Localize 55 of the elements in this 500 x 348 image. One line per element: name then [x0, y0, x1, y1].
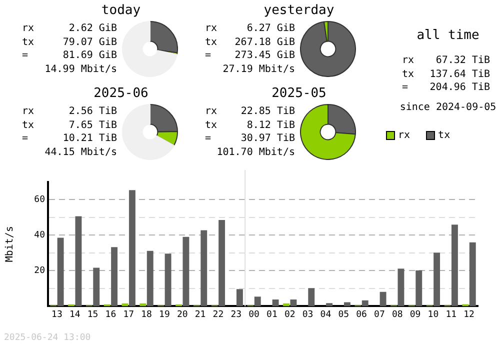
x-tick-label: 12	[464, 310, 474, 320]
text: = 204.96 TiB	[402, 82, 490, 93]
text: rx 22.85 TiB	[205, 106, 295, 117]
chart-title: 2025-05	[270, 86, 328, 101]
x-tick-label: 23	[230, 310, 242, 320]
x-tick-label: 18	[141, 310, 152, 320]
x-tick-label: 14	[69, 310, 80, 320]
y-tick-label: 20	[34, 266, 45, 276]
x-tick-label: 08	[392, 310, 403, 320]
text: = 81.69 GiB	[22, 50, 117, 61]
text: rx 67.32 TiB	[402, 55, 490, 66]
text: tx 137.64 TiB	[402, 68, 490, 80]
chart-title: yesterday	[262, 3, 336, 18]
y-tick-label: 60	[34, 195, 45, 206]
text: rx 2.62 GiB	[22, 23, 117, 34]
x-tick-label: 04	[320, 310, 332, 320]
x-tick-label: 20	[176, 310, 188, 320]
text: since 2024-09-05	[398, 102, 498, 113]
chart-title: today	[100, 3, 142, 18]
x-tick-label: 21	[194, 310, 206, 320]
x-tick-label: 17	[123, 310, 134, 320]
text: 101.70 Mbit/s	[216, 146, 295, 159]
x-tick-label: 03	[302, 310, 314, 320]
text: tx 7.65 TiB	[22, 120, 117, 130]
text: tx 8.12 TiB	[205, 120, 295, 130]
x-tick-label: 05	[338, 310, 350, 320]
text: = 10.21 TiB	[22, 133, 117, 144]
text: 44.15 Mbit/s	[44, 146, 117, 159]
text: 14.99 Mbit/s	[44, 62, 117, 76]
x-tick-label: 13	[52, 310, 62, 320]
text: tx 79.07 GiB	[22, 36, 117, 48]
x-tick-label: 09	[410, 310, 421, 320]
legend-label: tx	[437, 130, 450, 141]
x-tick-label: 01	[266, 310, 278, 320]
text: = 273.45 GiB	[205, 50, 295, 61]
x-tick-label: 11	[446, 310, 457, 320]
x-tick-label: 02	[284, 310, 296, 320]
text: tx 267.18 GiB	[205, 36, 295, 48]
chart-title: 2025-06	[92, 86, 150, 101]
x-tick-label: 06	[356, 310, 367, 320]
x-tick-label: 15	[87, 310, 98, 320]
x-tick-label: 00	[248, 310, 260, 320]
text: 27.19 Mbit/s	[222, 62, 295, 76]
x-tick-label: 19	[159, 310, 170, 320]
y-tick-label: 40	[34, 230, 45, 241]
y-axis-title: Mbit/s	[4, 226, 16, 262]
x-tick-label: 22	[212, 310, 224, 320]
text: rx 6.27 GiB	[205, 23, 295, 34]
x-tick-label: 07	[374, 310, 385, 320]
text: all time	[416, 28, 480, 43]
x-tick-label: 16	[105, 310, 116, 320]
x-tick-label: 10	[428, 310, 439, 320]
legend-label: rx	[397, 130, 410, 141]
text: = 30.97 TiB	[205, 133, 295, 144]
text: rx 2.56 TiB	[22, 106, 117, 117]
